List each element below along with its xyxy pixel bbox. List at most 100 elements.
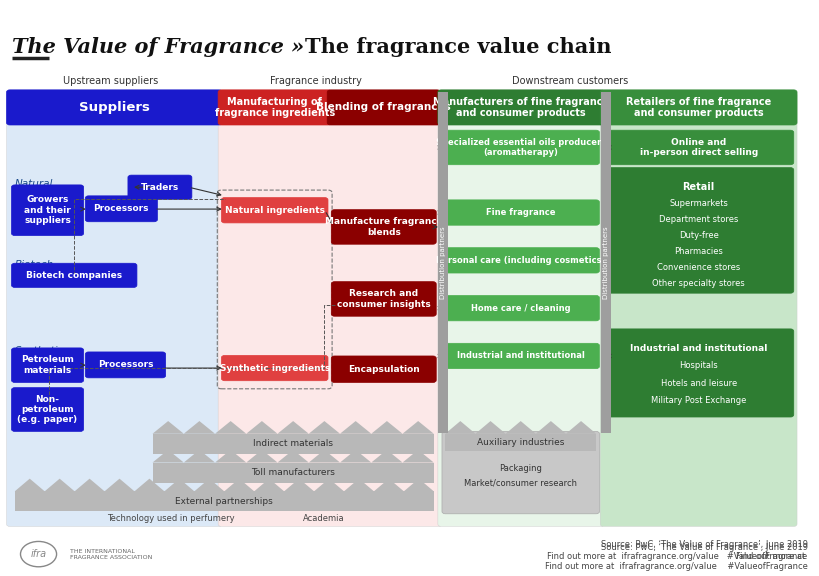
Polygon shape xyxy=(505,421,535,434)
FancyBboxPatch shape xyxy=(600,93,796,526)
Polygon shape xyxy=(277,450,309,463)
Polygon shape xyxy=(277,421,309,434)
Text: Fragrance industry: Fragrance industry xyxy=(269,77,361,86)
FancyBboxPatch shape xyxy=(11,388,84,431)
FancyBboxPatch shape xyxy=(331,282,436,316)
FancyBboxPatch shape xyxy=(11,263,137,287)
Polygon shape xyxy=(183,450,215,463)
Polygon shape xyxy=(75,479,105,491)
Text: Supermarkets: Supermarkets xyxy=(668,199,727,208)
Polygon shape xyxy=(402,450,433,463)
Polygon shape xyxy=(371,421,402,434)
FancyBboxPatch shape xyxy=(7,93,222,526)
Polygon shape xyxy=(371,450,402,463)
Polygon shape xyxy=(475,421,505,434)
Text: ifra: ifra xyxy=(30,549,47,559)
Polygon shape xyxy=(309,450,340,463)
Text: Home care / cleaning: Home care / cleaning xyxy=(470,304,570,313)
Text: Blending of fragrances: Blending of fragrances xyxy=(316,103,450,112)
Text: Duty-free: Duty-free xyxy=(678,231,717,240)
FancyBboxPatch shape xyxy=(221,198,328,223)
Polygon shape xyxy=(404,479,433,491)
Bar xyxy=(600,92,610,433)
FancyBboxPatch shape xyxy=(85,352,165,378)
Text: The fragrance value chain: The fragrance value chain xyxy=(305,37,611,58)
Polygon shape xyxy=(246,450,277,463)
Polygon shape xyxy=(283,479,314,491)
Text: The Value of Fragrance »: The Value of Fragrance » xyxy=(12,37,311,58)
Polygon shape xyxy=(340,450,371,463)
FancyBboxPatch shape xyxy=(218,90,331,125)
Text: Petroleum
materials: Petroleum materials xyxy=(21,355,74,375)
Bar xyxy=(152,434,433,454)
FancyBboxPatch shape xyxy=(218,93,441,526)
FancyBboxPatch shape xyxy=(7,90,222,125)
Polygon shape xyxy=(565,421,595,434)
Text: Packaging: Packaging xyxy=(499,464,541,473)
Polygon shape xyxy=(246,421,277,434)
Text: Convenience stores: Convenience stores xyxy=(656,263,740,272)
Polygon shape xyxy=(215,421,246,434)
Polygon shape xyxy=(254,479,283,491)
FancyBboxPatch shape xyxy=(85,196,157,222)
FancyBboxPatch shape xyxy=(603,130,793,165)
Text: Manufacturing of
fragrance ingredients: Manufacturing of fragrance ingredients xyxy=(215,97,334,118)
Polygon shape xyxy=(194,479,224,491)
Text: Retail: Retail xyxy=(681,182,714,192)
Polygon shape xyxy=(373,479,403,491)
FancyBboxPatch shape xyxy=(11,348,84,382)
Text: Military Post Exchange: Military Post Exchange xyxy=(650,396,745,405)
FancyBboxPatch shape xyxy=(441,295,599,321)
Bar xyxy=(152,463,433,483)
Polygon shape xyxy=(104,479,134,491)
Text: Academia: Academia xyxy=(303,514,345,523)
Text: Traders: Traders xyxy=(141,183,179,192)
Polygon shape xyxy=(215,450,246,463)
FancyBboxPatch shape xyxy=(128,175,192,199)
Text: THE INTERNATIONAL
FRAGRANCE ASSOCIATION: THE INTERNATIONAL FRAGRANCE ASSOCIATION xyxy=(70,549,152,559)
FancyBboxPatch shape xyxy=(437,90,604,125)
Text: Indirect materials: Indirect materials xyxy=(253,439,333,448)
Text: Find out more at  ifrafragrance.org/value    #ValueofFragrance: Find out more at ifrafragrance.org/value… xyxy=(544,562,807,571)
Polygon shape xyxy=(44,479,75,491)
Text: External partnerships: External partnerships xyxy=(175,497,273,506)
Text: Processors: Processors xyxy=(93,204,149,213)
Polygon shape xyxy=(309,421,340,434)
Text: Auxiliary industries: Auxiliary industries xyxy=(477,438,563,447)
Text: Source: PwC, ‘The Value of Fragrance’, June 2019: Source: PwC, ‘The Value of Fragrance’, J… xyxy=(600,540,807,549)
Text: Industrial and institutional: Industrial and institutional xyxy=(456,351,584,361)
Polygon shape xyxy=(164,479,194,491)
Text: Distribution partners: Distribution partners xyxy=(602,226,609,299)
Polygon shape xyxy=(152,421,183,434)
Text: Department stores: Department stores xyxy=(658,215,737,224)
Polygon shape xyxy=(344,479,373,491)
Text: Industrial and institutional: Industrial and institutional xyxy=(629,344,767,353)
Polygon shape xyxy=(224,479,254,491)
FancyBboxPatch shape xyxy=(441,200,599,225)
FancyBboxPatch shape xyxy=(221,355,328,381)
Text: Find out more at  ifrafragrance.org/value   #ValueofFragrance: Find out more at ifrafragrance.org/value… xyxy=(547,552,807,562)
Text: Specialized essential oils producers
(aromatherapy): Specialized essential oils producers (ar… xyxy=(435,138,605,157)
FancyBboxPatch shape xyxy=(11,185,84,236)
Text: Hospitals: Hospitals xyxy=(678,361,717,370)
Text: Upstream suppliers: Upstream suppliers xyxy=(63,77,158,86)
Text: Distribution partners: Distribution partners xyxy=(439,226,446,299)
Text: Manufacture fragrance
blends: Manufacture fragrance blends xyxy=(324,217,442,237)
Bar xyxy=(15,491,433,511)
Text: Research and
consumer insights: Research and consumer insights xyxy=(337,289,430,309)
Polygon shape xyxy=(445,421,475,434)
Text: Natural: Natural xyxy=(15,179,53,190)
Polygon shape xyxy=(183,421,215,434)
Text: Technology used in perfumery: Technology used in perfumery xyxy=(106,514,234,523)
Bar xyxy=(437,92,447,433)
Bar xyxy=(445,434,595,451)
Polygon shape xyxy=(134,479,164,491)
Polygon shape xyxy=(152,450,183,463)
Text: Biotech: Biotech xyxy=(15,260,54,270)
Text: Downstream customers: Downstream customers xyxy=(511,77,627,86)
FancyBboxPatch shape xyxy=(441,130,599,165)
Text: Pharmacies: Pharmacies xyxy=(673,247,722,256)
Text: Personal care (including cosmetics): Personal care (including cosmetics) xyxy=(436,256,604,265)
Text: Online and
in-person direct selling: Online and in-person direct selling xyxy=(639,138,757,157)
Text: Processors: Processors xyxy=(97,361,153,369)
